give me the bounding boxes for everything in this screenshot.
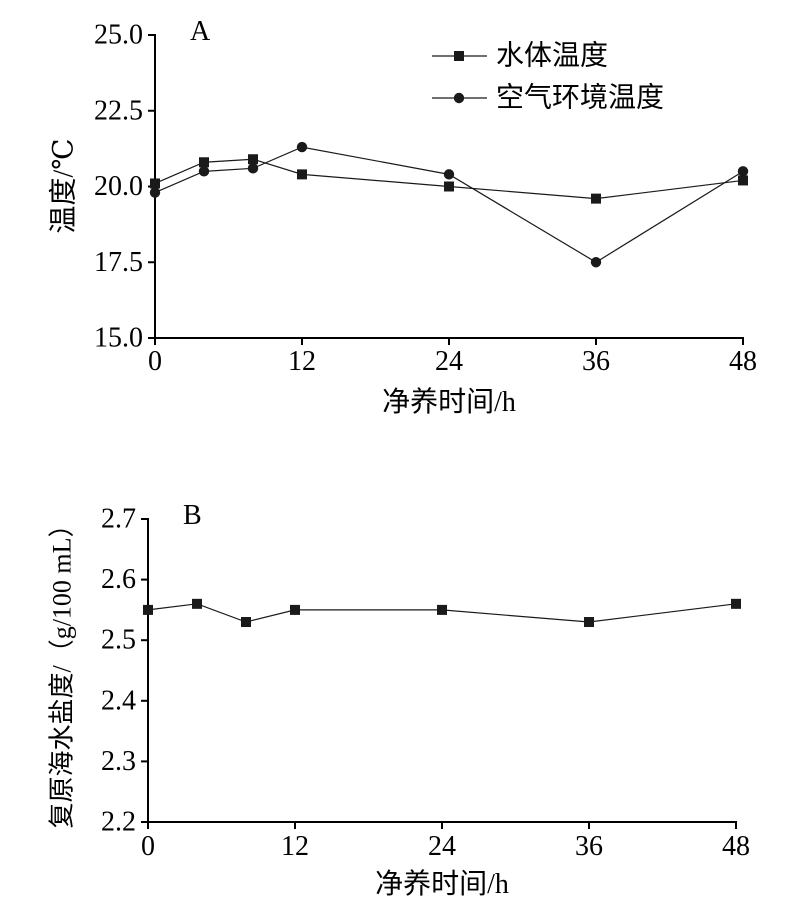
- series-1-point: [150, 178, 160, 189]
- series-1-point: [444, 181, 454, 192]
- series-2-point: [590, 257, 602, 268]
- y-axis-title: 温度/℃: [48, 138, 80, 233]
- legend-label: 空气环境温度: [496, 82, 664, 114]
- x-tick-label: 12: [281, 831, 309, 862]
- series-2-line: [154, 146, 744, 263]
- legend-marker: [454, 51, 464, 61]
- series-1-point: [241, 617, 251, 628]
- legend-label: 水体温度: [496, 40, 608, 72]
- y-tick-label: 2.6: [101, 564, 136, 595]
- series-1-point: [584, 617, 594, 628]
- y-tick-label: 2.5: [101, 625, 136, 656]
- x-tick-label: 36: [575, 831, 603, 862]
- series-2-point: [149, 187, 161, 198]
- y-tick-label: 2.7: [101, 504, 136, 535]
- x-tick-label: 48: [729, 346, 757, 377]
- series-1-point: [297, 169, 307, 180]
- x-tick-label: 24: [435, 346, 463, 377]
- series-1-point: [192, 598, 202, 609]
- y-tick-label: 2.3: [101, 746, 136, 777]
- y-tick-label: 2.2: [101, 807, 136, 838]
- panel-label: A: [190, 16, 211, 47]
- y-tick-label: 20.0: [94, 171, 143, 202]
- x-tick-label: 0: [148, 346, 162, 377]
- series-2-point: [247, 163, 259, 174]
- series-1-point: [248, 154, 258, 165]
- series-2-point: [443, 169, 455, 180]
- y-tick-label: 22.5: [94, 95, 143, 126]
- x-axis-title: 净养时间/h: [382, 386, 516, 418]
- x-tick-label: 36: [582, 346, 610, 377]
- panel-label: B: [183, 500, 202, 531]
- series-1-point: [143, 604, 153, 615]
- series-2-point: [296, 141, 308, 153]
- y-tick-label: 25.0: [94, 20, 143, 51]
- y-tick-label: 15.0: [94, 323, 143, 354]
- series-1-point: [731, 598, 741, 609]
- y-axis-title: 复原海水盐度/（g/100 mL）: [48, 511, 77, 828]
- chart-panel-b: 2.2 2.3 2.4 2.5 2.6 2.7 0 12 24 36 48 B 净养时间/h 复原海水盐度…: [48, 500, 751, 900]
- x-tick-label: 48: [722, 831, 750, 862]
- x-tick-label: 0: [141, 831, 155, 862]
- series-1-point: [738, 175, 748, 186]
- x-tick-label: 24: [428, 831, 456, 862]
- series-1-point: [199, 157, 209, 168]
- legend-marker: [453, 92, 465, 104]
- series-1-point: [591, 193, 601, 204]
- series-2-point: [198, 166, 210, 177]
- series-2-point: [737, 166, 749, 177]
- series-1-point: [437, 604, 447, 615]
- series-1-point: [290, 604, 300, 615]
- x-axis-title: 净养时间/h: [375, 868, 509, 900]
- x-tick-label: 12: [288, 346, 316, 377]
- y-tick-label: 17.5: [94, 247, 143, 278]
- y-tick-label: 2.4: [101, 685, 136, 716]
